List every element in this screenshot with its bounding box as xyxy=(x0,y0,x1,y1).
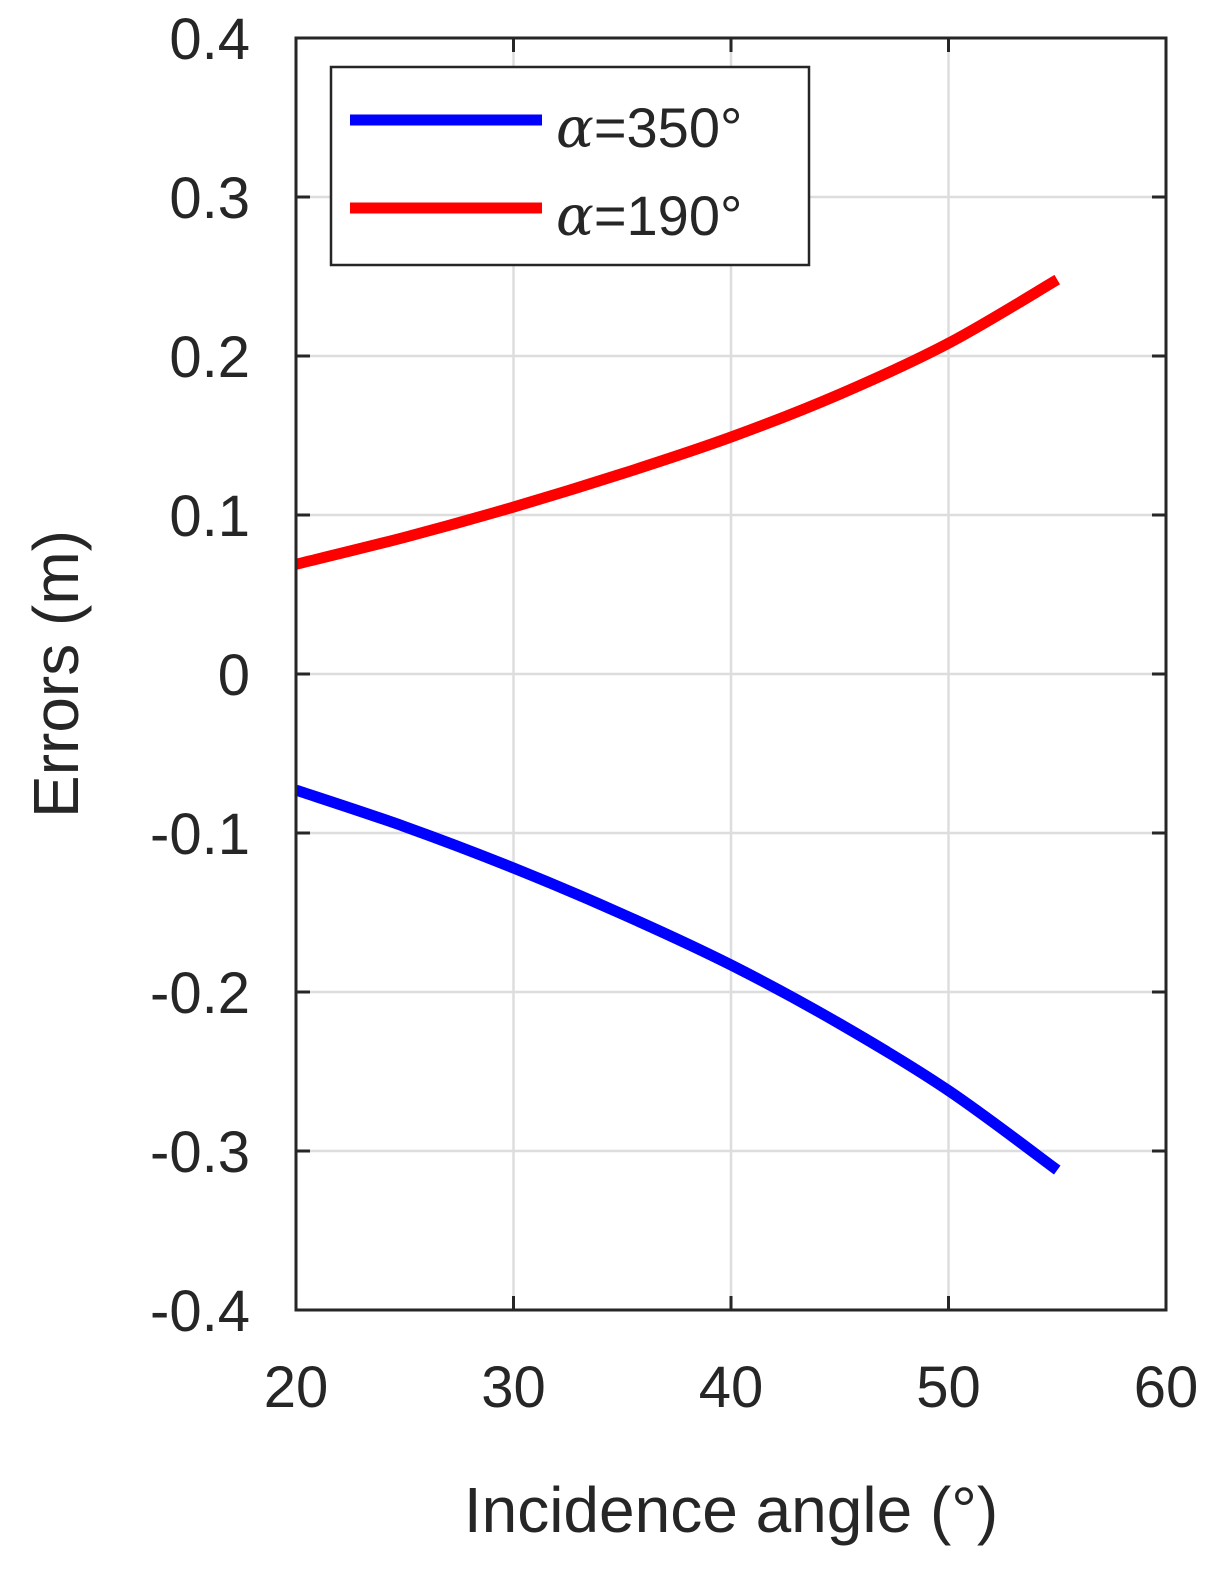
series-lines xyxy=(294,274,1061,1175)
legend-alpha-symbol: α xyxy=(556,184,594,249)
y-tick-label: -0.1 xyxy=(150,802,250,867)
y-tick-label: -0.3 xyxy=(150,1120,250,1185)
legend-box xyxy=(329,65,811,267)
x-tick-label: 20 xyxy=(264,1355,329,1420)
x-tick-label: 60 xyxy=(1134,1355,1199,1420)
legend-label-alpha-190: α=190° xyxy=(556,184,742,249)
legend-label-alpha-350: α=350° xyxy=(556,96,742,161)
x-tick-label: 40 xyxy=(699,1355,764,1420)
y-tick-label: 0.2 xyxy=(169,325,250,390)
y-tick-label: 0.1 xyxy=(169,484,250,549)
y-tick-label: 0.3 xyxy=(169,166,250,231)
y-tick-label: -0.4 xyxy=(150,1279,250,1344)
series-line-0 xyxy=(294,784,1061,1175)
x-tick-label: 50 xyxy=(916,1355,981,1420)
y-tick-label: 0.4 xyxy=(169,7,250,72)
legend-value: =190° xyxy=(594,184,743,247)
series-line-1 xyxy=(294,274,1061,570)
y-axis-label: Errors (m) xyxy=(20,530,92,818)
legend-value: =350° xyxy=(594,96,743,159)
y-tick-label: 0 xyxy=(218,643,250,708)
x-tick-label: 30 xyxy=(481,1355,546,1420)
legend: α=350° α=190° xyxy=(329,65,811,267)
x-axis-label: Incidence angle (°) xyxy=(464,1474,998,1546)
y-tick-label: -0.2 xyxy=(150,961,250,1026)
legend-alpha-symbol: α xyxy=(556,96,594,161)
axis-ticks xyxy=(294,36,1168,1312)
tick-labels: 20 30 40 50 60 -0.4 -0.3 -0.2 -0.1 0 0.1 0.2 0.3 0.4 xyxy=(150,7,1198,1420)
